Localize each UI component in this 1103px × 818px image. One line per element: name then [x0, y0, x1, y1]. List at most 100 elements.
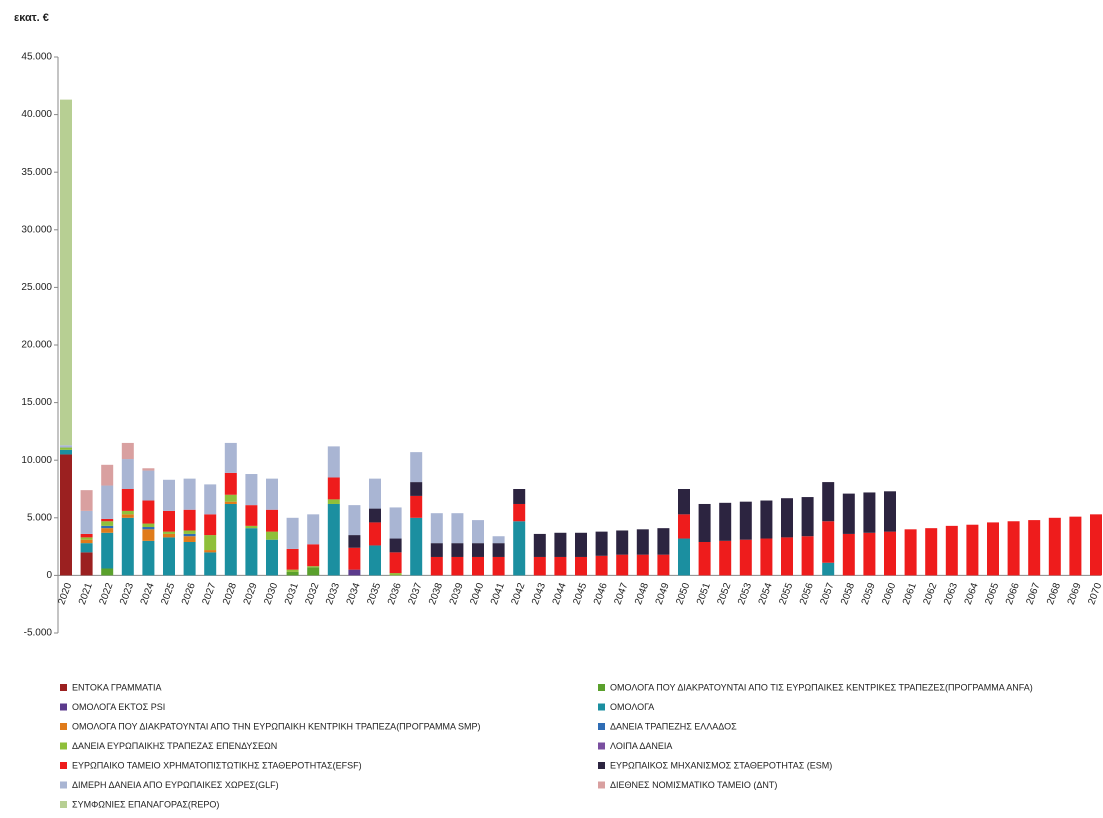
legend-swatch — [598, 684, 605, 691]
bar-segment — [286, 548, 299, 570]
bar-segment — [183, 541, 196, 576]
bar-segment — [760, 538, 773, 576]
bar-segment — [121, 489, 134, 511]
bar-segment — [121, 442, 134, 460]
x-tick-label: 2025 — [159, 581, 177, 606]
bar-segment — [163, 531, 175, 534]
bar-segment — [369, 478, 381, 509]
x-tick-label: 2063 — [942, 581, 960, 606]
bar-segment — [142, 529, 155, 541]
bar-segment — [60, 445, 72, 448]
bar-segment — [513, 489, 526, 504]
bar-segment — [369, 522, 381, 546]
legend-swatch — [598, 762, 605, 769]
x-tick-label: 2064 — [963, 581, 981, 606]
bar-segment — [204, 550, 217, 553]
x-tick-label: 2059 — [860, 581, 878, 606]
x-tick-label: 2060 — [880, 581, 898, 606]
bar-segment — [163, 537, 175, 576]
bar-segment — [183, 530, 196, 534]
bar-segment — [719, 540, 732, 576]
bar-segment — [286, 517, 299, 549]
x-tick-label: 2023 — [118, 581, 136, 606]
bar-segment — [121, 517, 134, 576]
bar-segment — [533, 533, 546, 557]
legend-swatch — [60, 801, 67, 808]
x-tick-label: 2054 — [757, 581, 775, 606]
x-tick-label: 2029 — [242, 581, 260, 606]
x-tick-label: 2034 — [345, 581, 363, 606]
bar-segment — [183, 536, 196, 542]
bar-segment — [266, 539, 278, 576]
bar-segment — [369, 545, 381, 576]
bar-segment — [266, 478, 278, 510]
y-tick-label: 15.000 — [21, 397, 52, 408]
bar-segment — [121, 459, 134, 489]
bar-segment — [183, 478, 196, 510]
bar-segment — [513, 521, 526, 576]
bar-segment — [987, 522, 999, 576]
bar-segment — [1069, 516, 1082, 576]
bar-segment — [142, 527, 155, 530]
legend-label: ΔΙΕΘΝΕΣ ΝΟΜΙΣΜΑΤΙΚΟ ΤΑΜΕΙΟ (ΔΝΤ) — [610, 780, 777, 790]
bar-segment — [678, 514, 690, 539]
bar-segment — [101, 532, 114, 569]
y-tick-label: 20.000 — [21, 340, 52, 351]
y-tick-label: 0 — [46, 570, 52, 581]
legend-swatch — [60, 723, 67, 730]
bar-segment — [472, 520, 484, 544]
bar-segment — [760, 500, 773, 539]
bar-segment — [945, 525, 958, 576]
bar-segment — [678, 489, 690, 515]
bar-segment — [410, 495, 423, 518]
bar-segment — [1048, 517, 1061, 576]
x-tick-label: 2027 — [201, 581, 219, 606]
legend-label: ΔΑΝΕΙΑ ΕΥΡΩΠΑΙΚΗΣ ΤΡΑΠΕΖΑΣ ΕΠΕΝΔΥΣΕΩΝ — [72, 741, 277, 751]
bar-segment — [245, 528, 258, 576]
bar-segment — [389, 552, 402, 574]
bar-segment — [183, 533, 196, 537]
bar-segment — [183, 509, 196, 531]
bar-segment — [80, 537, 93, 540]
x-tick-label: 2050 — [674, 581, 692, 606]
bar-segment — [698, 541, 711, 576]
legend-swatch — [60, 762, 67, 769]
bar-segment — [327, 446, 340, 478]
bar-segment — [657, 554, 670, 576]
bar-segment — [142, 470, 155, 501]
bar-segment — [966, 524, 979, 576]
x-tick-label: 2035 — [365, 581, 383, 606]
bar-segment — [925, 528, 938, 576]
bar-segment — [163, 479, 175, 511]
x-tick-label: 2061 — [901, 581, 919, 606]
bar-segment — [327, 477, 340, 500]
x-tick-label: 2051 — [695, 581, 713, 606]
bar-segment — [884, 491, 896, 532]
bar-segment — [307, 566, 320, 568]
bar-segment — [307, 544, 320, 567]
legend-label: ΟΜΟΛΟΓΑ ΠΟΥ ΔΙΑΚΡΑΤΟΥΝΤΑΙ ΑΠΟ ΤΙΣ ΕΥΡΩΠΑ… — [610, 682, 1033, 692]
bar-segment — [781, 537, 793, 576]
legend-label: ΕΥΡΩΠΑΙΚΟΣ ΜΗΧΑΝΙΣΜΟΣ ΣΤΑΘΕΡΟΤΗΤΑΣ (ESM) — [610, 760, 832, 770]
bar-segment — [327, 499, 340, 504]
bar-segment — [822, 482, 835, 522]
bar-segment — [348, 535, 361, 548]
bar-segment — [595, 531, 608, 556]
bar-segment — [389, 538, 402, 553]
legend-label: ΕΥΡΩΠΑΙΚΟ ΤΑΜΕΙΟ ΧΡΗΜΑΤΟΠΙΣΤΩΤΙΚΗΣ ΣΤΑΘΕ… — [72, 760, 362, 770]
bar-segment — [554, 556, 567, 576]
bar-segment — [451, 556, 464, 576]
bar-segment — [575, 556, 587, 576]
bar-segment — [492, 536, 505, 544]
bar-segment — [80, 543, 93, 553]
x-tick-label: 2048 — [633, 581, 651, 606]
x-tick-label: 2039 — [448, 581, 466, 606]
bar-segment — [1007, 521, 1020, 576]
bar-segment — [348, 505, 361, 536]
y-tick-label: 10.000 — [21, 455, 52, 466]
bar-segment — [80, 552, 93, 576]
bar-segment — [616, 554, 629, 576]
bar-segment — [410, 482, 423, 496]
x-tick-label: 2037 — [407, 581, 425, 606]
bar-segment — [842, 493, 855, 534]
